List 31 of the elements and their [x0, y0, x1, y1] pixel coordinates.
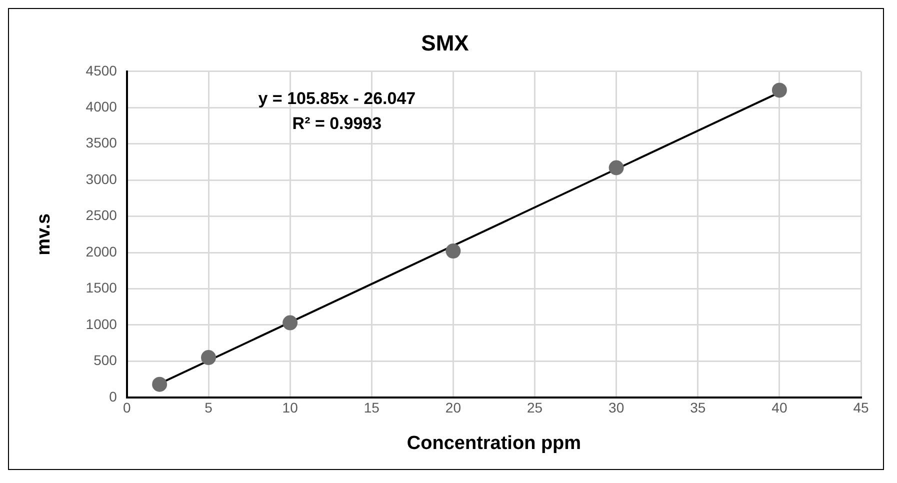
x-tick-label: 35: [690, 400, 706, 416]
annotation: R² = 0.9993: [292, 114, 382, 134]
x-tick-label: 10: [282, 400, 298, 416]
x-axis-title: Concentration ppm: [406, 432, 582, 454]
x-tick-label: 25: [526, 400, 543, 416]
y-tick-label: 1000: [86, 316, 118, 332]
point: [446, 244, 461, 259]
y-tick-label: 2500: [86, 207, 118, 224]
x-tick-label: 30: [608, 400, 624, 416]
y-axis-title: mv.s: [34, 213, 55, 256]
x-tick-label: 45: [853, 400, 869, 416]
point: [772, 82, 787, 98]
x-tick-label: 15: [364, 400, 380, 416]
x-tick-label: 40: [772, 400, 788, 416]
chart-title: SMX: [421, 30, 470, 56]
y-tick-label: 500: [94, 352, 118, 368]
y-tick-label: 0: [109, 388, 118, 404]
y-tick-label: 2000: [86, 243, 118, 260]
y-tick-label: 3500: [86, 134, 118, 151]
y-tick-label: 4500: [86, 62, 118, 78]
x-tick-label: 20: [445, 400, 462, 416]
y-tick-label: 4000: [86, 98, 118, 114]
x-tick-label: 5: [204, 400, 213, 416]
x-tick-label: 0: [123, 400, 132, 416]
y-tick-label: 1500: [86, 280, 118, 296]
y-tick-label: 3000: [86, 170, 118, 187]
point: [282, 315, 298, 330]
annotation: y = 105.85x - 26.047: [258, 89, 416, 108]
point: [608, 160, 624, 176]
point: [201, 350, 216, 366]
point: [152, 376, 168, 392]
